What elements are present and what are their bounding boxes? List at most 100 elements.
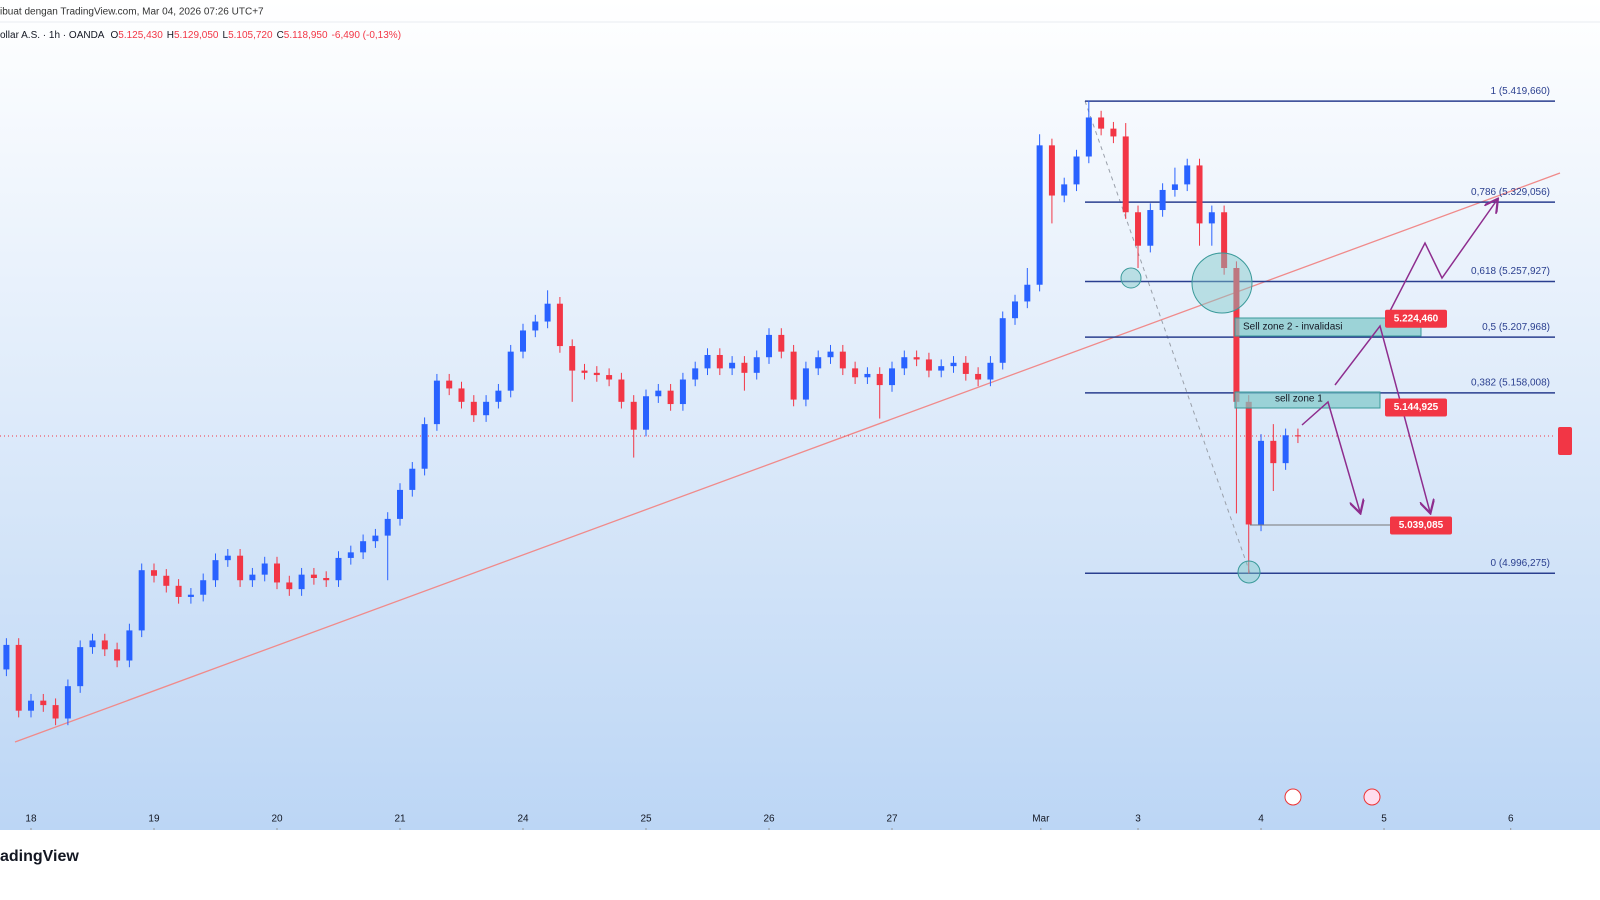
ohlc-value: 5.125,430 (118, 30, 163, 41)
price-callout-label: 5.224,460 (1394, 313, 1439, 324)
candle-body (64, 686, 71, 719)
candle-body (421, 424, 428, 469)
candle-body (433, 380, 440, 425)
fib-label: 0,382 (5.158,008) (1471, 378, 1550, 389)
ohlc-key: O (110, 30, 118, 41)
price-callout-label: 5.039,085 (1399, 520, 1444, 531)
candle-body (1098, 117, 1105, 129)
candle-body (483, 401, 490, 416)
candle-body (446, 380, 453, 389)
candle-body (913, 357, 920, 360)
candle-body (52, 705, 59, 719)
candle-body (470, 401, 477, 416)
candle-body (889, 368, 896, 386)
candle-body (1282, 435, 1289, 464)
candle-body (27, 700, 34, 711)
x-tick-label: 21 (394, 814, 406, 825)
candle-body (827, 351, 834, 358)
candle-body (1012, 301, 1019, 319)
candle-body (815, 357, 822, 369)
candle-body (839, 351, 846, 369)
price-callout-label: 5.144,925 (1394, 402, 1439, 413)
projection-arrow (1301, 400, 1360, 512)
candle-body (200, 580, 207, 595)
candle-body (323, 577, 330, 581)
change: -6,490 (-0,13%) (332, 30, 401, 41)
candle-body (261, 563, 268, 575)
candle-body (347, 552, 354, 558)
symbol-info: ollar A.S. · 1h · OANDA O5.125,430 H5.129,… (0, 30, 401, 41)
footer-bar (0, 830, 1600, 900)
ohlc-value: 5.118,950 (284, 30, 328, 41)
candle-body (802, 368, 809, 400)
x-tick-label: 3 (1135, 814, 1141, 825)
zone-label: Sell zone 2 - invalidasi (1243, 322, 1343, 333)
projection-arrow (1387, 200, 1497, 316)
candle-body (89, 640, 96, 648)
fib-label: 0,786 (5.329,056) (1471, 187, 1550, 198)
candle-body (864, 373, 871, 378)
candle-body (520, 330, 527, 352)
highlight-circle (1237, 560, 1261, 584)
event-icon[interactable] (1284, 788, 1302, 806)
candle-body (114, 649, 121, 661)
x-tick-label: 25 (640, 814, 652, 825)
projection-arrow (1334, 324, 1430, 512)
event-icon[interactable] (1363, 788, 1381, 806)
fib-label: 0 (4.996,275) (1491, 558, 1551, 569)
trendline (14, 172, 1561, 743)
candle-body (901, 357, 908, 369)
fib-label: 0,618 (5.257,927) (1471, 266, 1550, 277)
x-tick-label: 6 (1508, 814, 1514, 825)
price-axis-label (1558, 427, 1572, 455)
candle-body (987, 362, 994, 380)
x-tick-label: 20 (271, 814, 283, 825)
candle-body (766, 334, 773, 358)
candle-body (310, 574, 317, 578)
x-tick-label: 18 (25, 814, 37, 825)
x-tick-label: 4 (1258, 814, 1264, 825)
x-tick-label: 26 (763, 814, 775, 825)
candle-body (1147, 210, 1154, 246)
candle-body (335, 557, 342, 581)
candle-body (1122, 136, 1129, 213)
candle-body (1048, 145, 1055, 196)
candle-body (1294, 435, 1301, 437)
candle-body (507, 351, 514, 391)
fib-label: 0,5 (5.207,968) (1482, 322, 1550, 333)
candle-body (679, 379, 686, 405)
highlight-circle (1191, 252, 1253, 314)
candle-body (950, 362, 957, 367)
ohlc-key: C (277, 30, 284, 41)
candle-body (790, 351, 797, 400)
candle-body (852, 368, 859, 378)
candle-body (962, 362, 969, 374)
candle-body (1024, 284, 1031, 302)
candle-body (237, 555, 244, 581)
candle-body (458, 388, 465, 402)
candle-body (274, 563, 281, 583)
highlight-circle (1120, 267, 1142, 289)
candle-body (187, 594, 194, 597)
candle-body (175, 585, 182, 597)
price-callout (1385, 309, 1447, 328)
candle-body (606, 375, 613, 380)
candle-body (286, 582, 293, 590)
x-tick-label: 24 (517, 814, 529, 825)
candle-body (1221, 212, 1228, 269)
candle-body (372, 535, 379, 542)
ohlc-key: L (223, 30, 229, 41)
candle-body (975, 373, 982, 380)
symbol-line: ollar A.S. · 1h · OANDA O5.125,430 H5.129,… (0, 30, 401, 41)
candle-body (384, 518, 391, 536)
candle-body (77, 647, 84, 687)
candle-body (1110, 128, 1117, 137)
zone-box (1234, 391, 1381, 409)
plot (3, 100, 1555, 726)
candle-body (298, 574, 305, 590)
candle-body (655, 390, 662, 397)
x-tick-label: 5 (1381, 814, 1387, 825)
candle-body (212, 560, 219, 581)
ohlc-value: 5.105,720 (228, 30, 273, 41)
ohlc-value: 5.129,050 (174, 30, 219, 41)
